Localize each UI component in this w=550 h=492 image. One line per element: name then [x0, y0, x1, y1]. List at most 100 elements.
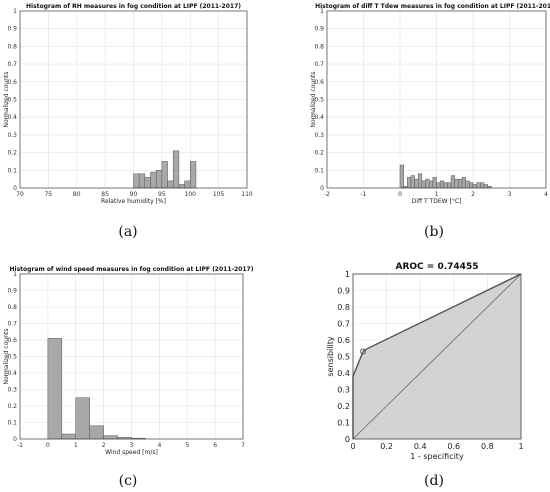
histogram-bar [75, 397, 90, 440]
y-tick-label: 0.9 [7, 26, 17, 33]
x-tick-label: 0.2 [380, 442, 393, 451]
x-tick-label: 2 [471, 191, 475, 198]
x-tick-label: 1 [74, 442, 78, 449]
histogram-bar [150, 171, 157, 189]
histogram-bar [421, 180, 426, 189]
histogram-bar [61, 433, 76, 440]
x-tick-label: 0 [398, 191, 402, 198]
chart-title: AROC = 0.74455 [396, 262, 479, 272]
y-tick-label: 0 [345, 435, 350, 444]
y-axis-label: Normalized counts [310, 72, 317, 128]
y-tick-label: 0.2 [7, 403, 17, 410]
histogram-bar [483, 184, 488, 189]
histogram-bar [458, 178, 463, 189]
x-tick-label: 95 [158, 191, 166, 198]
x-tick-label: 0.4 [414, 442, 427, 451]
diagonal-reference-line [352, 273, 522, 440]
histogram-bar [447, 182, 452, 189]
x-tick-label: 1 [435, 191, 439, 198]
x-tick-label: 4 [157, 442, 161, 449]
y-tick-label: 0.4 [7, 370, 17, 377]
histogram-bar [144, 177, 151, 189]
chart-title: Histogram of RH measures in fog conditio… [26, 3, 241, 10]
x-tick-label: 5 [185, 442, 189, 449]
y-tick-label: 0 [13, 436, 17, 443]
y-tick-label: 0 [13, 185, 17, 192]
x-tick-label: 4 [544, 191, 548, 198]
x-axis-label: Relative humidity [%] [101, 198, 166, 205]
histogram-bar [178, 184, 185, 189]
histogram-bar [103, 435, 118, 440]
y-tick-label: 0.7 [7, 61, 17, 68]
caption-a: (a) [118, 224, 137, 240]
y-tick-label: 0.8 [337, 303, 350, 312]
chart-title: Histogram of diff T Tdew measures in fog… [315, 3, 550, 10]
histogram-bar [476, 182, 481, 189]
histogram-bar [450, 175, 456, 189]
histogram-bar [428, 180, 434, 189]
y-tick-label: 0.2 [7, 150, 17, 157]
axes-frame [326, 10, 547, 189]
y-tick-label: 1 [13, 271, 17, 278]
x-tick-label: 0 [350, 442, 355, 451]
histogram-bar [443, 182, 448, 189]
histogram-bar [418, 173, 423, 189]
histogram-bar [167, 180, 174, 189]
x-tick-label: 3 [508, 191, 512, 198]
x-tick-label: 90 [130, 191, 138, 198]
histogram-bar [414, 178, 419, 189]
y-tick-label: 0.3 [7, 387, 17, 394]
histogram-bar [133, 173, 140, 189]
histogram-bar [184, 180, 191, 189]
caption-d: (d) [424, 473, 444, 489]
histogram-bar [480, 182, 485, 189]
x-axis-label: 1 - specificity [410, 452, 464, 461]
operating-point-marker [360, 348, 366, 355]
histogram-bar [89, 425, 104, 440]
x-tick-label: 110 [241, 191, 253, 198]
y-tick-label: 0.5 [337, 353, 350, 362]
panel-b-histogram-diff-t-tdew: 0 0.1 0.2 0.3 0.4 0.5 0.6 0.7 0.8 0.9 1 -2 -1 0 1 2 3 4 Di… [310, 3, 550, 205]
y-tick-label: 0.8 [7, 304, 17, 311]
y-tick-label: 0.4 [7, 114, 17, 121]
y-tick-label: 0.1 [314, 167, 324, 174]
chart-title: Histogram of wind speed measures in fog … [10, 266, 254, 273]
y-tick-label: 0.4 [314, 114, 324, 121]
y-tick-label: 0.4 [337, 369, 350, 378]
x-tick-label: -1 [361, 191, 367, 198]
y-tick-label: 0.2 [314, 150, 324, 157]
x-tick-label: 0 [46, 442, 50, 449]
axes-frame [19, 273, 244, 440]
x-tick-label: 75 [45, 191, 53, 198]
y-tick-label: 0.6 [337, 336, 350, 345]
y-tick-label: 0.6 [7, 79, 17, 86]
x-tick-label: 85 [101, 191, 109, 198]
histogram-bar [190, 161, 197, 189]
y-tick-label: 0.5 [7, 97, 17, 104]
y-tick-label: 0.5 [7, 354, 17, 361]
y-axis-label: Normalized counts [3, 329, 10, 385]
panel-d-roc-curve: 0 0.1 0.2 0.3 0.4 0.5 0.6 0.7 0.8 0.9 1 0 0.2 0.4 0.6 0… [326, 262, 524, 461]
x-tick-label: 7 [241, 442, 245, 449]
histogram-bar [407, 177, 412, 189]
y-tick-label: 0.3 [337, 386, 350, 395]
histogram-bar [454, 178, 459, 189]
x-tick-label: -1 [17, 442, 23, 449]
histogram-bar [469, 182, 474, 189]
y-tick-label: 0.1 [7, 420, 17, 427]
x-tick-label: 0.6 [447, 442, 460, 451]
x-tick-label: 100 [185, 191, 197, 198]
y-tick-label: 0.3 [314, 132, 324, 139]
y-tick-label: 0.1 [337, 419, 350, 428]
caption-b: (b) [424, 224, 444, 240]
histogram-bar [399, 164, 404, 189]
y-tick-label: 0.7 [337, 320, 350, 329]
x-axis-label: Wind speed [m/s] [105, 449, 158, 456]
y-axis-label: sensibility [326, 336, 335, 376]
y-tick-label: 0.2 [337, 402, 350, 411]
y-tick-label: 0.7 [7, 321, 17, 328]
y-tick-label: 0.7 [314, 61, 324, 68]
histogram-bar [436, 182, 441, 189]
x-tick-label: 70 [16, 191, 24, 198]
